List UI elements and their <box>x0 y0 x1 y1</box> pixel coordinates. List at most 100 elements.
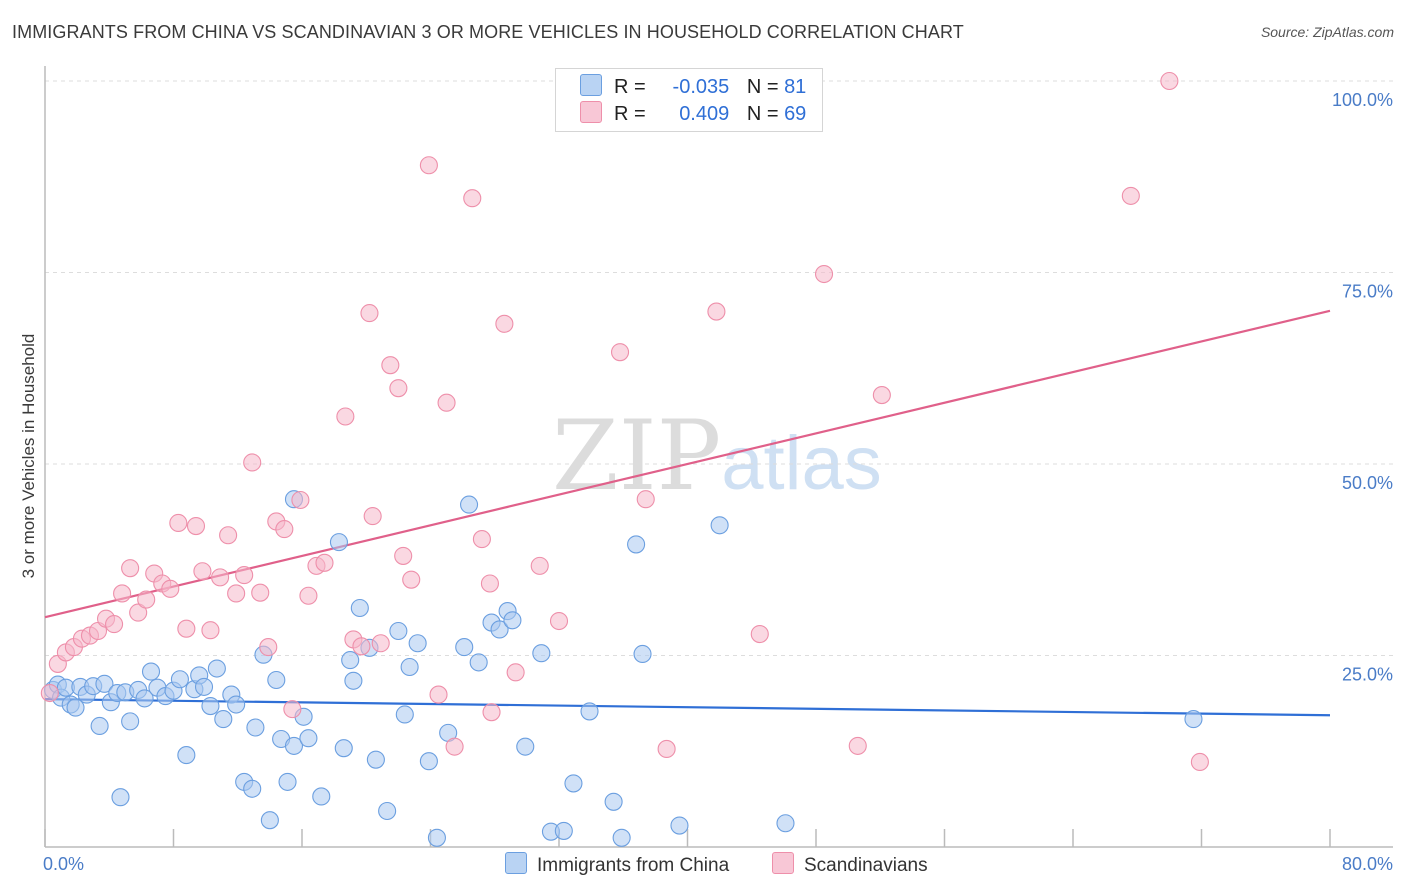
legend-r-label: R = <box>614 103 646 125</box>
point-china <box>400 657 419 677</box>
y-axis-label: 3 or more Vehicles in Household <box>19 334 38 579</box>
point-scandinavians <box>315 553 334 572</box>
point-scandinavians <box>419 156 438 175</box>
point-scandinavians <box>472 530 491 549</box>
bottom-legend-scandinavians: Scandinavians <box>772 852 928 877</box>
x-tick-label: 0.0% <box>43 854 84 874</box>
point-scandinavians <box>169 513 188 533</box>
point-scandinavians <box>161 579 180 598</box>
point-scandinavians <box>299 586 318 605</box>
legend-row-china: R = -0.035 N = 81 <box>580 74 806 100</box>
trend-line-china <box>44 698 1331 717</box>
point-china <box>278 772 297 791</box>
point-scandinavians <box>707 302 726 321</box>
point-china <box>329 533 348 552</box>
watermark-zip: ZIP <box>552 400 722 512</box>
point-china <box>341 651 360 670</box>
point-china <box>633 644 652 664</box>
correlation-legend: R = -0.035 N = 81 R = 0.409 N = 69 <box>555 68 823 132</box>
data-points <box>40 71 1209 847</box>
point-china <box>604 792 623 811</box>
point-scandinavians <box>1190 752 1209 772</box>
point-scandinavians <box>113 584 132 603</box>
axis-labels: 100.0% 75.0% 50.0% 25.0% 0.0% 80.0% 3 or more … <box>19 90 1393 874</box>
point-china <box>246 718 265 737</box>
point-china <box>670 816 689 835</box>
point-scandinavians <box>201 621 220 640</box>
legend-swatch-china <box>580 74 602 96</box>
point-china <box>135 689 154 708</box>
point-china <box>243 779 262 798</box>
point-china <box>532 644 551 663</box>
point-china <box>395 705 414 724</box>
legend-r-value: -0.035 <box>672 76 730 98</box>
legend-r-label: R = <box>614 76 646 98</box>
point-scandinavians <box>275 520 294 539</box>
point-china <box>469 653 488 672</box>
source-label: Source: ZipAtlas.com <box>1260 24 1394 40</box>
point-scandinavians <box>480 574 499 593</box>
point-china <box>564 774 583 793</box>
legend-swatch-scandinavians <box>580 101 602 123</box>
point-china <box>710 516 729 535</box>
point-china <box>201 697 220 716</box>
point-china <box>312 787 331 806</box>
point-scandinavians <box>352 637 371 656</box>
x-tick-label: 80.0% <box>1342 854 1393 874</box>
point-china <box>260 811 279 830</box>
point-china <box>776 814 795 833</box>
point-china <box>267 670 286 690</box>
point-scandinavians <box>360 304 379 323</box>
point-china <box>299 729 318 748</box>
point-scandinavians <box>381 356 400 375</box>
point-china <box>455 638 474 657</box>
bottom-swatch-scandinavians <box>772 852 794 874</box>
point-scandinavians <box>389 379 408 398</box>
point-china <box>389 621 408 641</box>
point-china <box>177 746 196 765</box>
axes <box>44 66 1393 848</box>
point-scandinavians <box>657 739 676 759</box>
point-scandinavians <box>394 546 413 565</box>
point-china <box>95 674 114 693</box>
trend-line-scandinavians <box>44 309 1331 619</box>
point-china <box>214 710 233 729</box>
point-scandinavians <box>251 583 270 602</box>
point-scandinavians <box>402 570 421 589</box>
legend-n-value: 69 <box>784 103 807 125</box>
point-scandinavians <box>336 407 355 426</box>
point-china <box>170 670 189 689</box>
point-scandinavians <box>814 264 834 284</box>
point-scandinavians <box>227 584 246 603</box>
point-china <box>459 495 479 514</box>
point-scandinavians <box>40 683 59 703</box>
point-china <box>350 598 369 618</box>
point-scandinavians <box>1160 71 1179 91</box>
point-scandinavians <box>186 516 206 536</box>
point-china <box>207 659 226 678</box>
y-tick-label: 50.0% <box>1342 473 1393 493</box>
point-china <box>111 788 130 807</box>
point-scandinavians <box>211 568 230 587</box>
point-china <box>344 671 363 690</box>
point-china <box>378 801 397 821</box>
legend-n-label: N = <box>746 76 779 98</box>
chart-title: IMMIGRANTS FROM CHINA VS SCANDINAVIAN 3 … <box>12 22 964 42</box>
point-china <box>627 535 646 554</box>
point-scandinavians <box>137 590 156 609</box>
point-china <box>194 677 214 696</box>
point-china <box>419 752 438 771</box>
y-tick-label: 25.0% <box>1342 665 1393 685</box>
point-china <box>227 695 246 714</box>
point-scandinavians <box>363 507 382 526</box>
point-scandinavians <box>291 490 310 510</box>
point-china <box>554 821 573 840</box>
point-scandinavians <box>610 343 630 362</box>
point-china <box>490 620 509 639</box>
point-china <box>284 736 304 755</box>
point-scandinavians <box>495 314 514 333</box>
point-china <box>121 712 140 731</box>
legend-n-value: 81 <box>784 76 807 98</box>
point-scandinavians <box>750 625 769 644</box>
